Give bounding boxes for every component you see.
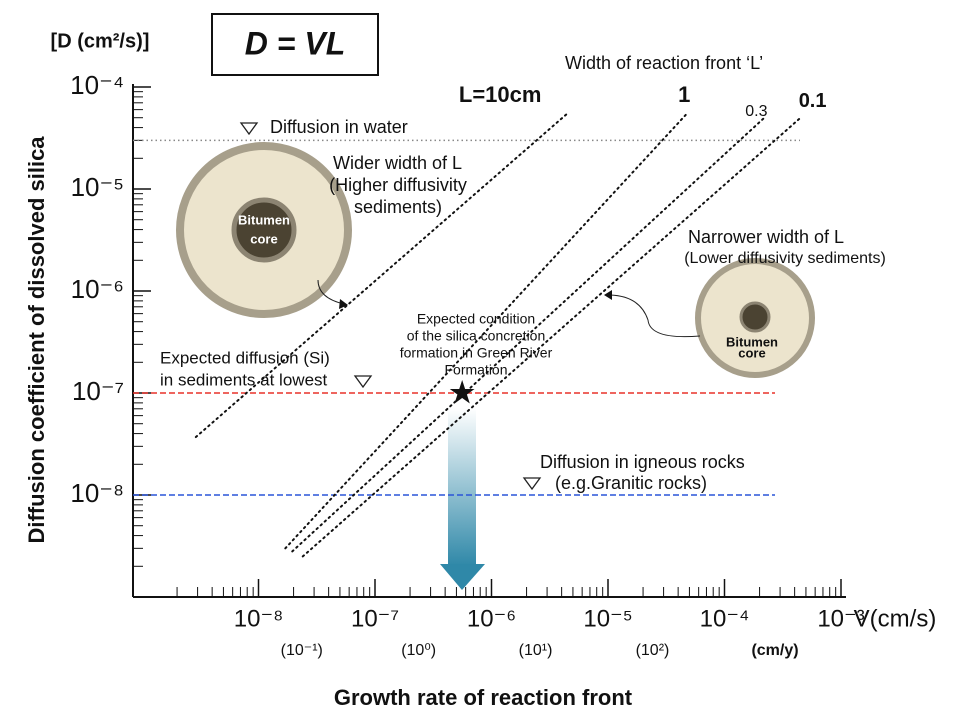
series-label: 0.1	[799, 90, 827, 112]
bitumen-core	[231, 197, 297, 263]
annotation: Bitumen	[726, 334, 778, 349]
chart-title: D = VL	[245, 25, 345, 61]
pointer	[609, 294, 701, 338]
series-line	[301, 116, 802, 558]
annotation: Formation	[444, 362, 507, 378]
x-axis-title: Growth rate of reaction front	[334, 685, 633, 710]
y-unit: [D (cm²/s)]	[51, 30, 150, 52]
y-tick-label: 10⁻⁸	[70, 478, 124, 508]
x2-tick-label: (10⁻¹)	[281, 642, 323, 659]
annotation: in sediments at lowest	[160, 370, 328, 389]
bitumen-core	[739, 301, 771, 333]
annotation: (Lower diffusivity sediments)	[684, 250, 886, 267]
x-tick-label: 10⁻⁶	[467, 605, 516, 632]
x2-tick-label: (10¹)	[519, 642, 553, 659]
pointer-head	[604, 290, 612, 300]
annotation: Expected diffusion (Si)	[160, 348, 330, 367]
x-tick-label: 10⁻³	[817, 605, 864, 632]
annotation: core	[738, 345, 765, 360]
annotation: of the silica concretion	[407, 328, 546, 344]
legend-title: Width of reaction front ‘L’	[565, 53, 763, 73]
annotation: Narrower width of L	[688, 227, 844, 247]
triangle-marker	[353, 375, 373, 389]
annotation: Expected condition	[417, 311, 535, 327]
series-line	[284, 113, 688, 550]
x-tick-label: 10⁻⁴	[700, 605, 750, 632]
annotation: (Higher diffusivity	[329, 175, 467, 195]
annotation: core	[250, 231, 277, 246]
triangle-marker	[239, 122, 259, 136]
x-tick-label: 10⁻⁷	[351, 605, 399, 632]
arrow-shaft	[448, 408, 476, 566]
star-marker	[449, 380, 475, 404]
y-axis-title: Diffusion coefficient of dissolved silic…	[24, 136, 49, 544]
series-label: L=10cm	[459, 82, 542, 107]
annotation: Diffusion in igneous rocks	[540, 452, 745, 472]
x-tick-label: 10⁻⁵	[583, 605, 632, 632]
title-box	[211, 13, 379, 76]
x2-tick-label: (10²)	[636, 642, 670, 659]
pointer-head	[339, 299, 348, 309]
annotation: Bitumen	[238, 212, 290, 227]
series-line	[291, 116, 766, 553]
triangle-marker	[522, 477, 542, 491]
y-tick-label: 10⁻⁶	[71, 274, 124, 304]
series-label: 1	[678, 82, 690, 107]
annotation: formation in Green River	[400, 345, 553, 361]
arrow-head	[440, 564, 485, 590]
y-tick-label: 10⁻⁴	[70, 70, 124, 100]
series-label: 0.3	[745, 103, 767, 120]
annotation: Wider width of L	[333, 153, 462, 173]
y-tick-label: 10⁻⁵	[71, 172, 124, 202]
annotation: (e.g.Granitic rocks)	[555, 473, 707, 493]
x-tick-label: 10⁻⁸	[234, 605, 284, 632]
x2-unit: (cm/y)	[751, 642, 798, 659]
y-tick-label: 10⁻⁷	[72, 376, 124, 406]
x2-tick-label: (10⁰)	[401, 642, 436, 659]
annotation: Diffusion in water	[270, 117, 408, 137]
annotation: sediments)	[354, 197, 442, 217]
series-line	[194, 113, 568, 439]
x-unit: V(cm/s)	[854, 605, 937, 632]
